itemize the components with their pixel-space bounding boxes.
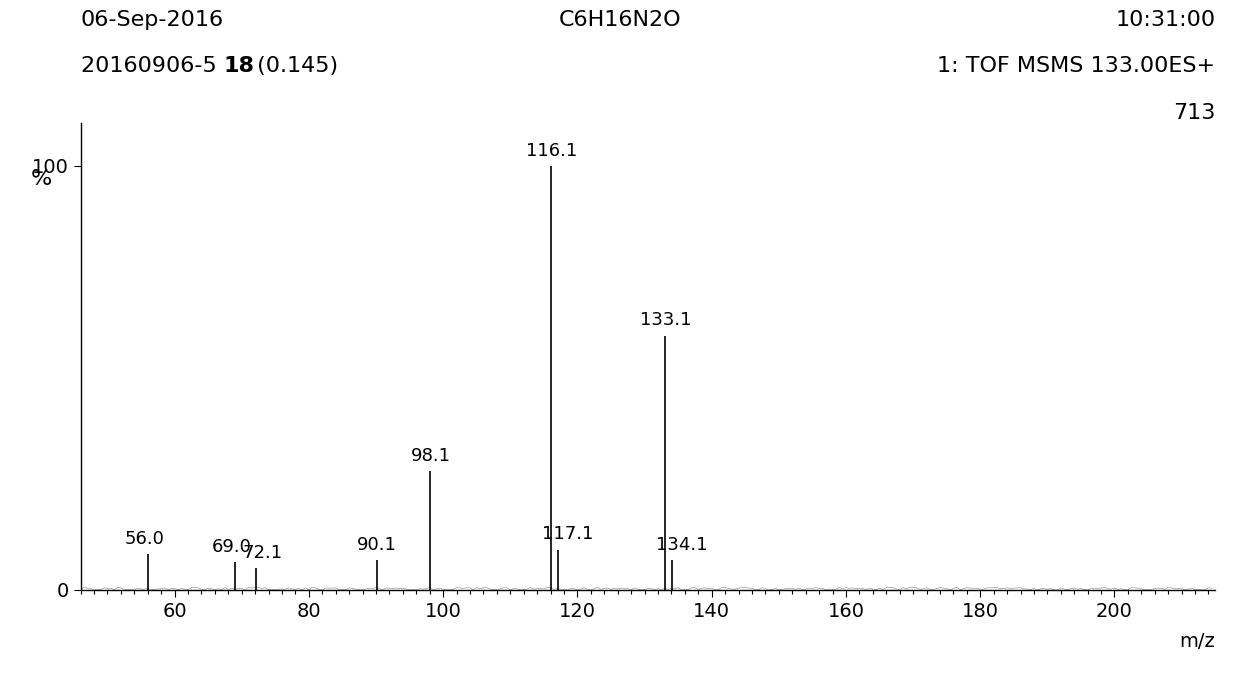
Text: 116.1: 116.1 (526, 141, 577, 160)
Text: m/z: m/z (1179, 632, 1215, 651)
Text: 10:31:00: 10:31:00 (1115, 10, 1215, 30)
Text: 18: 18 (223, 56, 254, 76)
Text: C6H16N2O: C6H16N2O (559, 10, 681, 30)
Text: (0.145): (0.145) (250, 56, 339, 76)
Text: 134.1: 134.1 (656, 536, 708, 554)
Text: 06-Sep-2016: 06-Sep-2016 (81, 10, 223, 30)
Text: 713: 713 (1173, 103, 1215, 123)
Text: 98.1: 98.1 (410, 447, 450, 465)
Text: 1: TOF MSMS 133.00ES+: 1: TOF MSMS 133.00ES+ (937, 56, 1215, 76)
Text: 72.1: 72.1 (243, 543, 283, 562)
Text: 56.0: 56.0 (124, 530, 165, 547)
Text: 69.0: 69.0 (212, 538, 252, 556)
Text: %: % (31, 169, 52, 189)
Text: 117.1: 117.1 (542, 525, 594, 543)
Text: 20160906-5: 20160906-5 (81, 56, 223, 76)
Text: 90.1: 90.1 (357, 536, 397, 554)
Text: 133.1: 133.1 (640, 311, 691, 329)
